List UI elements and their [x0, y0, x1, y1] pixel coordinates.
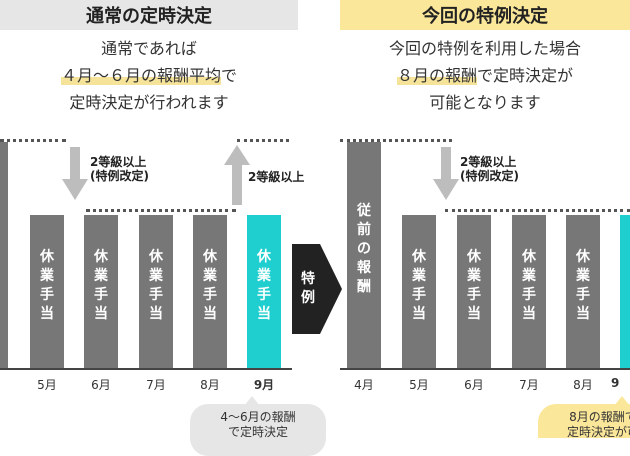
right-month-aug: 8月: [573, 378, 593, 392]
right-bar-may-label: 休 業 手 当: [412, 249, 426, 322]
right-desc-line3: 可能となります: [429, 93, 541, 112]
right-month-jul: 7月: [519, 378, 539, 392]
left-bar-jun-label: 休 業 手 当: [94, 249, 108, 322]
right-month-apr: 4月: [354, 378, 374, 392]
right-header-title: 今回の特例決定: [422, 6, 548, 27]
right-bar-sep: [620, 215, 630, 369]
left-arrow-down-label: 2等級以上 (特例改定): [90, 155, 149, 183]
left-dotted-line-top-left: [0, 139, 66, 142]
arrow-down-icon-right: [433, 147, 459, 200]
right-description: 今回の特例を利用した場合 ８月の報酬で定時決定が 可能となります: [340, 35, 630, 116]
right-bar-apr: 従 前 の 報 酬: [347, 142, 381, 369]
right-month-may: 5月: [409, 378, 429, 392]
left-bubble: 4～6月の報酬 で定時決定: [190, 404, 326, 456]
right-month-sep: 9: [611, 376, 620, 390]
left-bar-may-label: 休 業 手 当: [40, 249, 54, 322]
right-bar-apr-label: 従 前 の 報 酬: [357, 203, 371, 295]
right-desc-line2-rest: で定時決定が: [477, 66, 574, 85]
right-bar-jun-label: 休 業 手 当: [467, 249, 481, 322]
left-month-jun: 6月: [91, 378, 111, 392]
left-bar-sep-label: 休 業 手 当: [257, 249, 271, 322]
left-description: 通常であれば ４月～６月の報酬平均で 定時決定が行われます: [0, 35, 298, 116]
right-bar-aug: 休 業 手 当: [566, 215, 600, 369]
left-bar-aug-label: 休 業 手 当: [203, 249, 217, 322]
left-bar-jun: 休 業 手 当: [84, 215, 118, 369]
left-month-sep: 9月: [253, 378, 275, 392]
left-desc-line1: 通常であれば: [101, 39, 197, 58]
left-bar-jul-label: 休 業 手 当: [149, 249, 163, 322]
right-bar-aug-label: 休 業 手 当: [576, 249, 590, 322]
left-bar-sep: 休 業 手 当: [247, 215, 281, 369]
right-desc-highlight: ８月の報酬: [396, 66, 477, 85]
right-header: 今回の特例決定: [340, 0, 630, 30]
left-bar-may: 休 業 手 当: [30, 215, 64, 369]
right-bubble-pointer: [614, 396, 630, 406]
right-dotted-line-top: [340, 139, 452, 142]
left-desc-highlight: ４月～６月の報酬平均: [60, 66, 221, 85]
right-desc-line1: 今回の特例を利用した場合: [388, 39, 581, 58]
left-bar-jul: 休 業 手 当: [139, 215, 173, 369]
right-bar-jul: 休 業 手 当: [512, 215, 546, 369]
left-header-title: 通常の定時決定: [86, 6, 212, 27]
right-baseline: [340, 368, 630, 370]
right-arrow-down-label: 2等級以上 (特例改定): [460, 155, 519, 183]
left-bar-apr-partial: [0, 142, 8, 369]
left-month-aug: 8月: [200, 378, 220, 392]
left-arrow-up-label: 2等級以上: [248, 170, 305, 184]
right-bar-jun: 休 業 手 当: [457, 215, 491, 369]
right-bar-may: 休 業 手 当: [402, 215, 436, 369]
left-desc-line2: ４月～６月の報酬平均で: [0, 62, 298, 89]
left-bubble-pointer: [244, 396, 260, 406]
left-month-jul: 7月: [146, 378, 166, 392]
left-header: 通常の定時決定: [0, 0, 298, 30]
left-dotted-line-mid: [86, 209, 236, 212]
left-desc-line2-rest: で: [221, 66, 238, 85]
right-bar-jul-label: 休 業 手 当: [522, 249, 536, 322]
left-dotted-line-top-right: [237, 139, 289, 142]
right-desc-line2: ８月の報酬で定時決定が: [340, 62, 630, 89]
left-bar-aug: 休 業 手 当: [193, 215, 227, 369]
right-month-jun: 6月: [464, 378, 484, 392]
special-arrow-label: 特 例: [301, 271, 315, 306]
arrow-down-icon: [62, 147, 88, 200]
left-month-may: 5月: [37, 378, 57, 392]
chevron-right-arrow-icon: [292, 244, 342, 334]
left-baseline: [0, 368, 292, 370]
right-dotted-line-mid: [445, 209, 630, 212]
arrow-up-icon: [224, 145, 250, 205]
left-desc-line3: 定時決定が行われます: [69, 93, 229, 112]
